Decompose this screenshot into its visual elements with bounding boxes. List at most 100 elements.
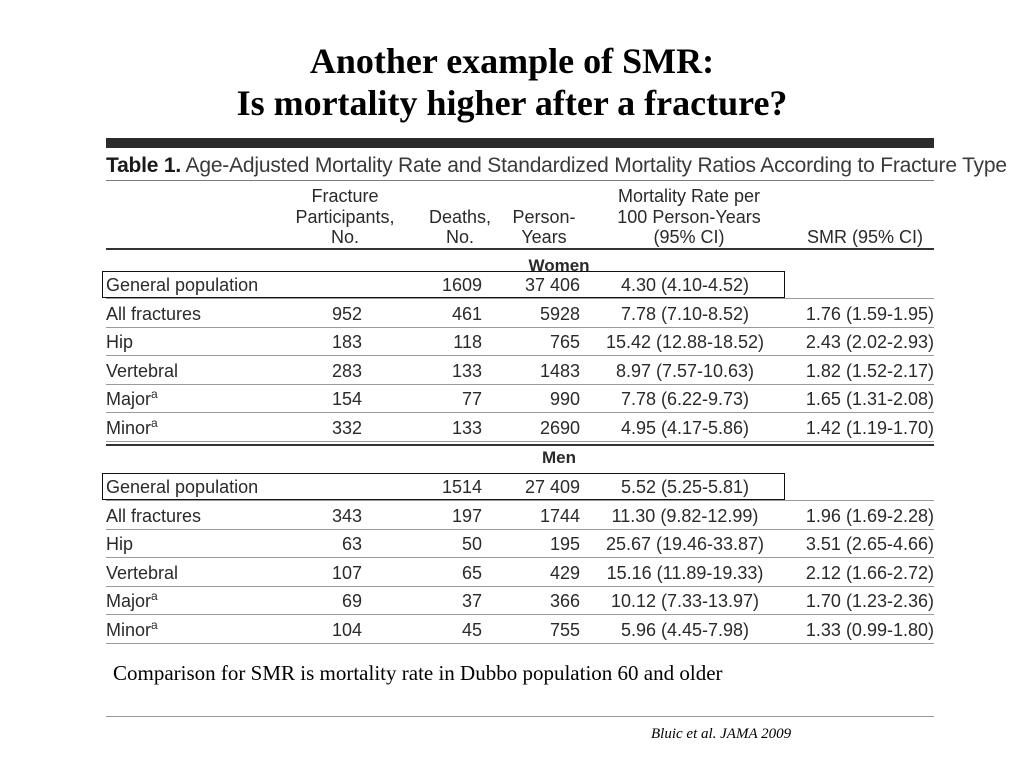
women-men-rule <box>106 444 934 446</box>
person-years-cell: 2690 <box>540 414 580 442</box>
person-years-cell-text: 195 <box>549 534 580 555</box>
row-name-cell-text: Hip <box>106 332 134 353</box>
mortality-rate-cell: 11.30 (9.82-12.99) <box>592 502 778 530</box>
row-divider <box>106 614 934 616</box>
participants-cell: 69 <box>342 587 362 615</box>
smr-cell: 1.76 (1.59-1.95) <box>806 300 934 328</box>
footnote-marker: a <box>151 618 158 632</box>
participants-cell: 183 <box>332 328 362 356</box>
person-years-cell: 37 406 <box>525 271 580 299</box>
row-name-cell-text: General population <box>106 477 259 497</box>
header-mortality-rate: Mortality Rate per 100 Person-Years (95%… <box>596 186 782 248</box>
deaths-cell: 197 <box>452 502 482 530</box>
slide-title-line-2: Is mortality higher after a fracture? <box>236 83 788 123</box>
person-years-cell: 990 <box>550 385 580 413</box>
header-rule <box>106 248 934 250</box>
participants-cell: 332 <box>332 414 362 442</box>
person-years-cell-text: 1744 <box>539 505 580 526</box>
row-name-cell: All fractures <box>106 502 201 530</box>
row-name-cell-text: Vertebral <box>106 562 179 583</box>
slide-title-line-1: Another example of SMR: <box>309 41 715 81</box>
row-name-cell: General population <box>106 473 258 501</box>
deaths-cell: 133 <box>452 357 482 385</box>
row-name-cell: Minora <box>106 414 158 442</box>
smr-cell: 2.12 (1.66-2.72) <box>806 559 934 587</box>
row-divider <box>106 326 934 328</box>
table-row: Hip 183 118 765 15.42 (12.88-18.52) 2.43 (2.0… <box>106 328 934 357</box>
footer-rule <box>106 716 934 717</box>
row-name-cell: Hip <box>106 328 133 356</box>
smr-cell-text: 2.12 (1.66-2.72) <box>805 562 934 583</box>
participants-cell-text: 283 <box>331 360 362 381</box>
deaths-cell-text: 37 <box>461 591 482 612</box>
smr-cell: 1.70 (1.23-2.36) <box>806 587 934 615</box>
header-participants-line: Participants, <box>295 206 395 227</box>
smr-cell-text: 2.43 (2.02-2.93) <box>805 332 934 353</box>
mortality-rate-cell-text: 11.30 (9.82-12.99) <box>611 505 759 526</box>
mortality-rate-cell-text: 7.78 (6.22-9.73) <box>620 389 750 410</box>
row-name-cell-text: Hip <box>106 534 134 555</box>
table-row: Vertebral 107 65 429 15.16 (11.89-19.33) 2.12… <box>106 559 934 587</box>
person-years-cell: 429 <box>550 559 580 587</box>
smr-cell: 1.42 (1.19-1.70) <box>806 414 934 442</box>
person-years-cell-text: 37 406 <box>524 275 580 295</box>
slide-title: Another example of SMR: Is mortality hig… <box>0 40 1024 124</box>
deaths-cell-text: 197 <box>451 505 482 526</box>
mortality-rate-cell-text: 4.95 (4.17-5.86) <box>620 418 750 438</box>
row-divider <box>106 557 934 559</box>
smr-cell: 1.82 (1.52-2.17) <box>806 357 934 385</box>
person-years-cell: 27 409 <box>525 473 580 501</box>
row-divider <box>106 383 934 385</box>
participants-cell-text: 332 <box>331 418 362 438</box>
participants-cell-text: 183 <box>331 332 362 353</box>
smr-cell-text: 1.42 (1.19-1.70) <box>805 418 934 438</box>
table-row: General population 1609 37 406 4.30 (4.10-4… <box>106 271 934 299</box>
table-row: Minora 104 45 755 5.96 (4.45-7.98) 1.33 (0.99… <box>106 616 934 644</box>
mortality-rate-cell-text: 15.16 (11.89-19.33) <box>606 562 764 583</box>
deaths-cell: 1514 <box>442 473 482 501</box>
highlight-box-men-general <box>102 473 785 500</box>
row-divider <box>106 298 934 299</box>
row-divider <box>106 585 934 587</box>
smr-cell-text: 1.65 (1.31-2.08) <box>805 389 934 410</box>
footnote-marker: a <box>151 589 158 604</box>
table-caption-text: Age-Adjusted Mortality Rate and Standard… <box>185 154 1007 177</box>
mortality-rate-cell: 4.30 (4.10-4.52) <box>592 271 778 299</box>
row-name-cell-text: Minor <box>106 418 152 438</box>
header-participants: Fracture Participants, No. <box>283 186 407 248</box>
smr-cell-text: 1.82 (1.52-2.17) <box>805 360 934 381</box>
mortality-rate-cell: 15.42 (12.88-18.52) <box>592 328 778 356</box>
mortality-rate-cell-text: 15.42 (12.88-18.52) <box>605 332 765 353</box>
participants-cell-text: 107 <box>331 562 362 583</box>
table-row: Majora 154 77 990 7.78 (6.22-9.73) 1.65 (1.31… <box>106 385 934 414</box>
deaths-cell: 50 <box>462 530 482 558</box>
table-row: All fractures 952 461 5928 7.78 (7.10-8.52) 1… <box>106 300 934 328</box>
table-row: General population 1514 27 409 5.52 (5.25-5… <box>106 473 934 501</box>
row-name-cell: Hip <box>106 530 133 558</box>
row-divider <box>106 355 934 357</box>
mortality-rate-cell: 8.97 (7.57-10.63) <box>592 357 778 385</box>
row-name-cell: Majora <box>106 385 158 413</box>
participants-cell-text: 63 <box>341 534 362 555</box>
row-name-cell-text: Vertebral <box>106 360 179 381</box>
person-years-cell-text: 5928 <box>539 303 580 324</box>
deaths-cell: 37 <box>462 587 482 615</box>
participants-cell-text: 343 <box>331 505 362 526</box>
mortality-rate-cell: 7.78 (7.10-8.52) <box>592 300 778 328</box>
header-deaths-line: No. <box>445 227 474 247</box>
row-name-cell-text: All fractures <box>106 505 202 526</box>
row-divider <box>106 412 934 414</box>
mortality-rate-cell-text: 25.67 (19.46-33.87) <box>605 534 765 555</box>
row-name-cell: Vertebral <box>106 559 178 587</box>
group-label-men: Men <box>542 448 576 467</box>
person-years-cell: 366 <box>550 587 580 615</box>
mortality-rate-cell: 7.78 (6.22-9.73) <box>592 385 778 413</box>
deaths-cell-text: 133 <box>451 360 482 381</box>
row-name-cell-text: All fractures <box>106 303 202 324</box>
table-caption-label: Table 1. <box>106 154 182 177</box>
deaths-cell-text: 1609 <box>441 275 482 295</box>
person-years-cell-text: 27 409 <box>524 477 580 497</box>
mortality-rate-cell-text: 4.30 (4.10-4.52) <box>620 275 750 295</box>
row-name-cell: All fractures <box>106 300 201 328</box>
comparison-note: Comparison for SMR is mortality rate in … <box>113 661 723 685</box>
